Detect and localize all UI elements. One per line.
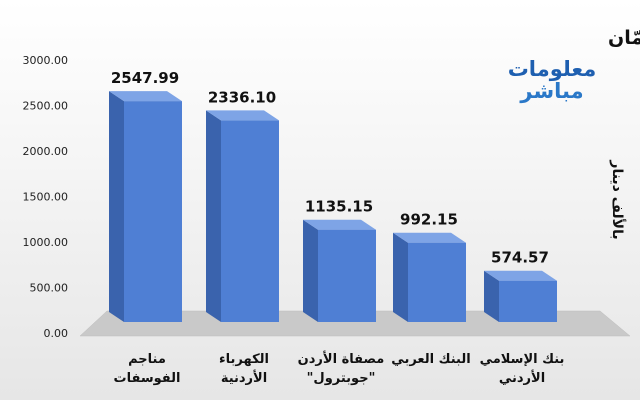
bar bbox=[206, 110, 279, 322]
data-label: 2336.10 bbox=[208, 88, 276, 106]
bar bbox=[303, 219, 376, 322]
x-tick-label: الأردني bbox=[499, 369, 545, 386]
bar bbox=[109, 91, 182, 323]
bar-top-face bbox=[109, 91, 182, 102]
y-tick-label: 0.00 bbox=[44, 327, 69, 340]
x-tick-label: الفوسفات bbox=[114, 371, 181, 386]
bar bbox=[484, 270, 557, 322]
x-tick-label: الأردنية bbox=[221, 369, 267, 386]
bar bbox=[393, 232, 466, 322]
bar-top-face bbox=[303, 219, 376, 230]
y-tick-label: 3000.00 bbox=[23, 54, 69, 67]
bar-front-face bbox=[408, 242, 466, 322]
data-label: 2547.99 bbox=[111, 69, 179, 87]
data-label: 1135.15 bbox=[305, 198, 373, 216]
y-tick-label: 2500.00 bbox=[23, 100, 69, 113]
bar-front-face bbox=[318, 229, 376, 322]
bar-front-face bbox=[124, 101, 182, 323]
bar-top-face bbox=[484, 270, 557, 281]
x-tick-label: البنك العربي bbox=[391, 352, 470, 367]
bar-front-face bbox=[499, 280, 557, 322]
data-label: 992.15 bbox=[400, 211, 458, 229]
bar-top-face bbox=[393, 232, 466, 243]
logo-line-2: مباشر bbox=[520, 79, 584, 103]
y-axis-label: بالألف دينار bbox=[609, 159, 626, 239]
logo: معلومات مباشر bbox=[504, 58, 600, 102]
bar-top-face bbox=[206, 110, 279, 121]
x-tick-label: "جوبترول" bbox=[307, 371, 376, 386]
bar-side-face bbox=[303, 219, 318, 322]
bar-side-face bbox=[484, 270, 499, 322]
data-label: 574.57 bbox=[491, 249, 549, 267]
y-tick-label: 1000.00 bbox=[23, 236, 69, 249]
chart-title: أنشط 5 أسهم قيمةً ببورصة عمّان bbox=[608, 25, 640, 49]
x-tick-label: مناجم bbox=[128, 352, 166, 367]
x-tick-label: الكهرباء bbox=[219, 352, 269, 367]
bar-side-face bbox=[109, 91, 124, 323]
y-tick-label: 1500.00 bbox=[23, 191, 69, 204]
y-tick-label: 500.00 bbox=[30, 282, 69, 295]
x-tick-label: بنك الإسلامي bbox=[480, 352, 565, 367]
bar-side-face bbox=[206, 110, 221, 322]
bar-side-face bbox=[393, 232, 408, 322]
y-tick-label: 2000.00 bbox=[23, 145, 69, 158]
bar-front-face bbox=[221, 120, 279, 322]
logo-line-1: معلومات bbox=[507, 57, 597, 81]
x-tick-label: مصفاة الأردن bbox=[298, 350, 385, 367]
